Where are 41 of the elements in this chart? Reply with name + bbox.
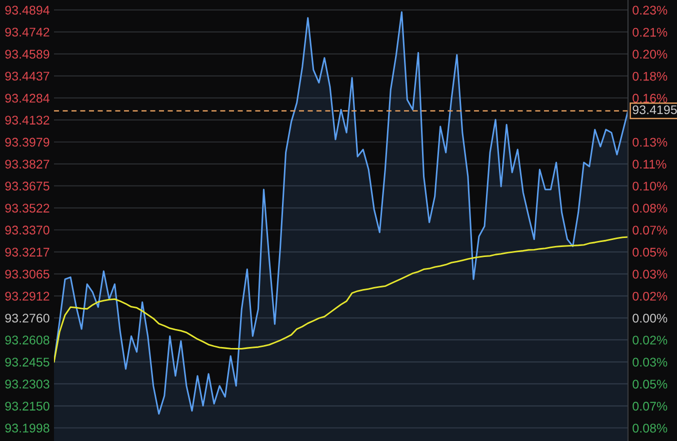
y2-tick-label: 0.20% [632,50,668,59]
y2-tick-label: 0.16% [632,94,668,103]
ref-line-label: 93.4195 [632,105,677,114]
y2-tick-label: 0.03% [632,358,668,367]
y2-tick-label: 0.11% [632,160,666,169]
y-tick-label: 93.4589 [5,50,50,59]
y2-tick-label: 0.10% [632,182,668,191]
y2-tick-label: 0.08% [632,424,668,433]
y-tick-label: 93.2303 [5,380,50,389]
y2-tick-label: 0.18% [632,72,668,81]
y-tick-label: 93.3522 [5,204,50,213]
y2-tick-label: 0.02% [632,292,668,301]
y-tick-label: 93.3217 [5,248,50,257]
y2-tick-label: 0.13% [632,138,668,147]
y2-tick-label: 0.07% [632,402,668,411]
y2-tick-label: 0.07% [632,226,668,235]
y2-tick-label: 0.05% [632,380,668,389]
y-tick-label: 93.3675 [5,182,50,191]
y2-tick-label: 0.08% [632,204,668,213]
y-tick-label: 93.4284 [5,94,50,103]
y2-tick-label: 0.00% [632,314,668,323]
y2-tick-label: 0.02% [632,336,668,345]
y2-tick-label: 0.23% [632,6,668,15]
y-tick-label: 93.2912 [5,292,50,301]
y-tick-label: 93.4437 [5,72,50,81]
y-tick-label: 93.3370 [5,226,50,235]
y-tick-label: 93.2455 [5,358,50,367]
y-tick-label: 93.2760 [5,314,50,323]
y-tick-label: 93.1998 [5,424,50,433]
y-tick-label: 93.2150 [5,402,50,411]
line-series [54,236,628,363]
y-tick-label: 93.3979 [5,138,50,147]
y2-tick-label: 0.21% [632,28,668,37]
y-tick-label: 93.4742 [5,28,50,37]
y2-tick-label: 0.03% [632,270,668,279]
y-tick-label: 93.2608 [5,336,50,344]
y2-tick-label: 0.05% [632,248,668,257]
y-tick-label: 93.4894 [5,6,50,15]
y-tick-label: 93.3065 [5,270,50,279]
y-tick-label: 93.4132 [5,116,50,125]
y-tick-label: 93.3827 [5,160,50,169]
